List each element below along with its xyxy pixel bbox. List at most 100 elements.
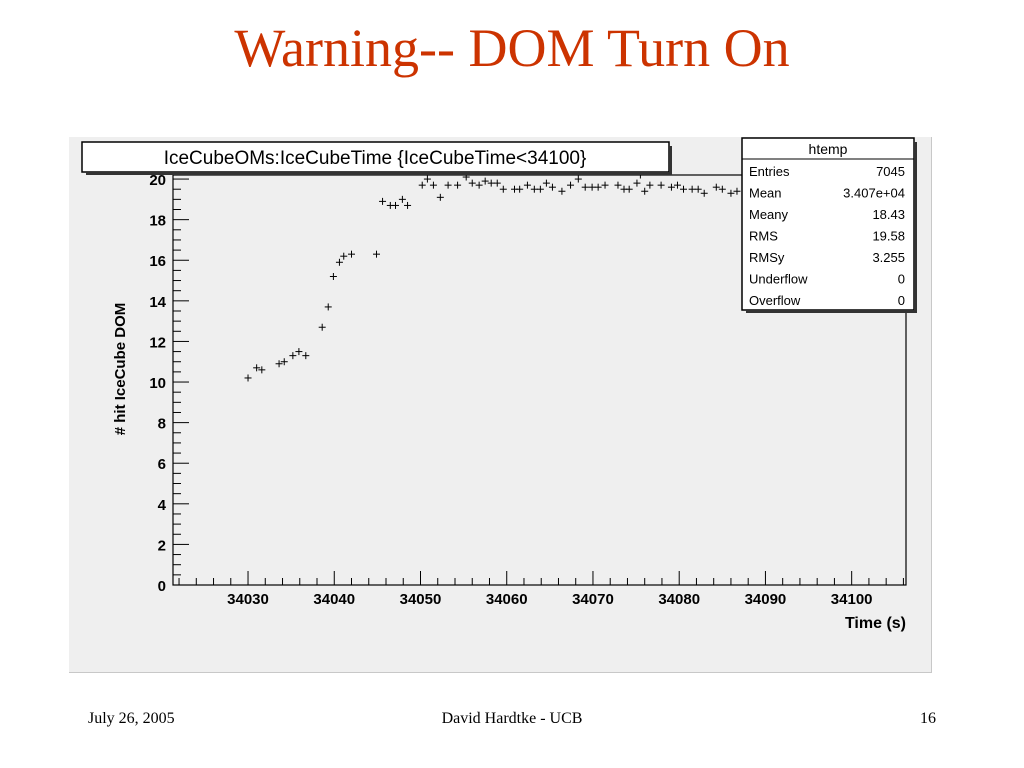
stats-box-title: htemp xyxy=(809,141,848,157)
footer-page-number: 16 xyxy=(920,710,936,727)
stats-row-label: Entries xyxy=(749,164,790,179)
data-point xyxy=(633,179,641,187)
data-point xyxy=(680,185,688,193)
data-point xyxy=(275,360,283,368)
data-point xyxy=(727,189,735,197)
stats-row-label: Mean xyxy=(749,186,782,201)
data-point xyxy=(646,181,654,189)
footer-author: David Hardtke - UCB xyxy=(441,710,583,727)
data-point xyxy=(280,358,288,366)
data-point xyxy=(733,187,741,195)
x-tick-label: 34050 xyxy=(400,591,442,608)
data-point xyxy=(601,181,609,189)
x-tick-label: 34030 xyxy=(227,591,269,608)
y-tick-label: 6 xyxy=(158,456,166,473)
data-point xyxy=(625,185,633,193)
data-point xyxy=(253,364,261,372)
data-point xyxy=(418,181,426,189)
data-point xyxy=(673,181,681,189)
data-point xyxy=(318,323,326,331)
y-tick-label: 8 xyxy=(158,416,166,433)
plot-area: 0 2 4 6 8 10 12 14 16 18 20 34030 34040 34050 34060 34… xyxy=(69,137,932,673)
data-point xyxy=(700,189,708,197)
data-point xyxy=(487,179,495,187)
x-tick-label: 34070 xyxy=(572,591,614,608)
data-point xyxy=(499,185,507,193)
data-point xyxy=(548,183,556,191)
data-point xyxy=(423,175,431,183)
footer-date: July 26, 2005 xyxy=(88,710,175,727)
y-tick-label: 4 xyxy=(158,497,167,514)
y-tick-label: 14 xyxy=(149,294,166,311)
data-point xyxy=(542,179,550,187)
data-point xyxy=(657,181,665,189)
data-point xyxy=(379,197,387,205)
stats-row-label: Meany xyxy=(749,207,789,222)
stats-row-label: RMS xyxy=(749,229,778,244)
stats-row-label: Underflow xyxy=(749,272,808,287)
stats-row-value: 3.255 xyxy=(872,250,905,265)
x-tick-label: 34060 xyxy=(486,591,528,608)
data-point xyxy=(493,179,501,187)
data-point xyxy=(523,181,531,189)
data-point xyxy=(588,183,596,191)
data-point xyxy=(302,352,310,360)
x-tick-label: 34090 xyxy=(745,591,787,608)
stats-row-value: 0 xyxy=(898,293,905,308)
y-tick-label: 2 xyxy=(158,537,166,554)
data-point xyxy=(404,201,412,209)
data-point xyxy=(454,181,462,189)
data-point xyxy=(694,185,702,193)
data-point xyxy=(289,352,297,360)
data-point xyxy=(614,181,622,189)
plot-canvas: 0 2 4 6 8 10 12 14 16 18 20 34030 34040 34050 34060 34… xyxy=(81,137,917,632)
data-point xyxy=(329,272,337,280)
data-point xyxy=(667,183,675,191)
y-axis-label: # hit IceCube DOM xyxy=(112,303,129,436)
stats-box: htemp Entries 7045 Mean 3.407e+04 Meany 18.43… xyxy=(741,137,917,313)
data-point xyxy=(429,181,437,189)
y-tick-label: 12 xyxy=(149,334,166,351)
data-point xyxy=(641,187,649,195)
data-point xyxy=(567,181,575,189)
data-point xyxy=(295,348,303,356)
data-point xyxy=(594,183,602,191)
chart-title-box: IceCubeOMs:IceCubeTime {IceCubeTime<3410… xyxy=(81,141,672,175)
chart-title: IceCubeOMs:IceCubeTime {IceCubeTime<3410… xyxy=(164,148,587,169)
stats-row-value: 3.407e+04 xyxy=(843,186,905,201)
stats-row-label: RMSy xyxy=(749,250,785,265)
y-tick-label: 0 xyxy=(158,578,166,595)
data-point xyxy=(558,187,566,195)
data-point xyxy=(244,374,252,382)
x-tick-label: 34100 xyxy=(831,591,873,608)
stats-row-label: Overflow xyxy=(749,293,801,308)
stats-row-value: 18.43 xyxy=(872,207,905,222)
data-point xyxy=(536,185,544,193)
data-point xyxy=(258,366,266,374)
data-point xyxy=(581,183,589,191)
data-point xyxy=(718,185,726,193)
y-tick-label: 20 xyxy=(149,172,166,189)
data-point xyxy=(530,185,538,193)
data-point xyxy=(373,250,381,258)
data-point xyxy=(574,175,582,183)
data-point xyxy=(688,185,696,193)
stats-row-value: 7045 xyxy=(876,164,905,179)
data-point xyxy=(436,193,444,201)
data-point xyxy=(468,179,476,187)
data-point xyxy=(481,177,489,185)
data-point xyxy=(398,195,406,203)
x-axis-label: Time (s) xyxy=(845,615,906,632)
data-point xyxy=(340,252,348,260)
data-point xyxy=(348,250,356,258)
slide-title: Warning-- DOM Turn On xyxy=(234,18,790,78)
data-point xyxy=(444,181,452,189)
x-tick-label: 34080 xyxy=(658,591,700,608)
data-point xyxy=(712,183,720,191)
y-tick-label: 18 xyxy=(149,213,166,230)
x-tick-label: 34040 xyxy=(313,591,355,608)
data-point xyxy=(391,201,399,209)
data-point xyxy=(516,185,524,193)
y-tick-label: 16 xyxy=(149,253,166,270)
stats-row-value: 0 xyxy=(898,272,905,287)
